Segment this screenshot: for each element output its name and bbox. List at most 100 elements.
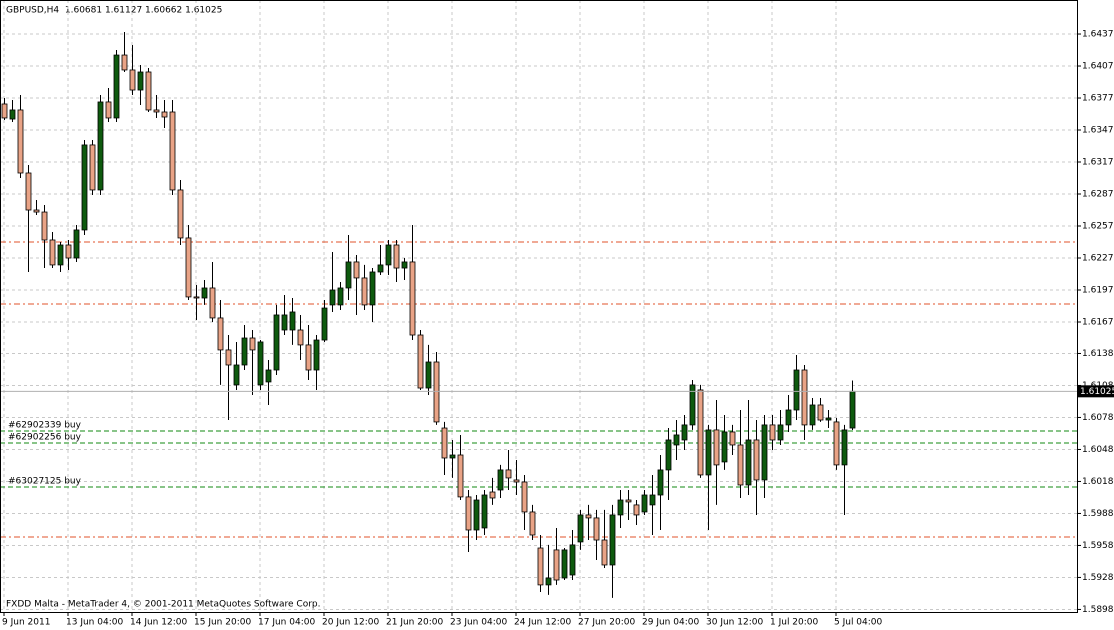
candle-body <box>801 369 808 426</box>
y-tick-label: 1.59880 <box>1082 509 1114 519</box>
candle-body <box>713 429 720 466</box>
candle-body <box>449 454 456 459</box>
y-tick-label: 1.63475 <box>1082 126 1114 136</box>
y-tick-label: 1.61975 <box>1082 286 1114 296</box>
candle-body <box>785 409 792 426</box>
candle-body <box>497 469 504 491</box>
x-tick-label: 23 Jun 04:00 <box>450 618 507 628</box>
candle-body <box>793 369 800 411</box>
candle-body <box>81 144 88 231</box>
order-label: #62902256 buy <box>8 432 82 442</box>
candle-body <box>777 424 784 441</box>
candle-body <box>97 101 104 191</box>
current-price-box <box>1078 385 1114 398</box>
candle-body <box>489 491 496 499</box>
candle-body <box>809 404 816 426</box>
candle-body <box>673 434 680 446</box>
y-tick-label: 1.60180 <box>1082 477 1114 487</box>
x-tick-label: 17 Jun 04:00 <box>258 618 315 628</box>
order-label: #62902339 buy <box>8 421 82 431</box>
candle-body <box>513 479 520 483</box>
y-tick-label: 1.62875 <box>1082 190 1114 200</box>
candle-body <box>705 429 712 476</box>
candle-body <box>545 577 552 586</box>
candle-body <box>681 424 688 441</box>
candle-body <box>505 469 512 479</box>
candle-body <box>425 361 432 389</box>
candle-body <box>617 499 624 516</box>
candle-body <box>633 504 640 516</box>
candle-body <box>473 499 480 531</box>
candle-body <box>697 389 704 476</box>
candle-body <box>385 244 392 266</box>
candle-body <box>73 229 80 259</box>
candle-body <box>225 349 232 366</box>
candle-body <box>193 296 200 299</box>
x-tick-label: 15 Jun 20:00 <box>194 618 251 628</box>
candle-body <box>329 289 336 306</box>
y-tick-label: 1.61675 <box>1082 317 1114 327</box>
candle-body <box>537 547 544 586</box>
x-tick-label: 5 Jul 04:00 <box>834 618 883 628</box>
x-tick-label: 14 Jun 12:00 <box>130 618 187 628</box>
candle-body <box>89 144 96 191</box>
chart-title: GBPUSD,H4 1.60681 1.61127 1.60662 1.6102… <box>6 6 222 16</box>
y-tick-label: 1.62575 <box>1082 222 1114 232</box>
candle-body <box>113 54 120 119</box>
candle-body <box>393 244 400 269</box>
candle-body <box>9 109 16 120</box>
candle-body <box>769 424 776 441</box>
candle-body <box>169 111 176 191</box>
candle-body <box>569 544 576 576</box>
y-tick-label: 1.62275 <box>1082 254 1114 264</box>
candle-body <box>817 404 824 421</box>
candle-body <box>841 429 848 466</box>
order-label: #63027125 buy <box>8 476 82 486</box>
candle-body <box>305 344 312 371</box>
candle-body <box>729 431 736 446</box>
x-tick-label: 30 Jun 12:00 <box>706 618 763 628</box>
candle-body <box>529 511 536 536</box>
candle-body <box>689 384 696 426</box>
candle-body <box>481 494 488 529</box>
candle-body <box>593 517 600 541</box>
y-tick-label: 1.58980 <box>1082 605 1114 615</box>
candle-body <box>57 244 64 266</box>
x-tick-label: 20 Jun 12:00 <box>322 618 379 628</box>
candle-body <box>577 514 584 543</box>
y-tick-label: 1.64375 <box>1082 30 1114 40</box>
candle-body <box>145 71 152 111</box>
candle-body <box>745 439 752 486</box>
candle-body <box>521 481 528 513</box>
candle-body <box>369 271 376 306</box>
candle-body <box>297 329 304 346</box>
y-tick-label: 1.59580 <box>1082 541 1114 551</box>
candle-body <box>625 499 632 503</box>
candle-body <box>665 439 672 471</box>
candle-body <box>465 496 472 531</box>
candle-body <box>361 277 368 306</box>
candle-body <box>121 54 128 71</box>
candle-body <box>721 431 728 463</box>
candle-body <box>321 307 328 341</box>
plot-frame <box>0 0 1078 613</box>
candle-body <box>649 494 656 506</box>
candle-body <box>161 111 168 118</box>
candle-body <box>553 549 560 581</box>
y-tick-label: 1.63775 <box>1082 94 1114 104</box>
candle-body <box>177 189 184 239</box>
y-tick-label: 1.61380 <box>1082 349 1114 359</box>
candle-body <box>761 424 768 481</box>
candle-body <box>25 172 32 211</box>
candle-body <box>129 69 136 91</box>
candle-body <box>609 514 616 566</box>
candle-body <box>417 334 424 389</box>
candle-body <box>337 287 344 306</box>
y-tick-label: 1.59280 <box>1082 573 1114 583</box>
y-tick-label: 1.60480 <box>1082 445 1114 455</box>
candle-body <box>17 109 24 174</box>
candle-body <box>273 314 280 371</box>
